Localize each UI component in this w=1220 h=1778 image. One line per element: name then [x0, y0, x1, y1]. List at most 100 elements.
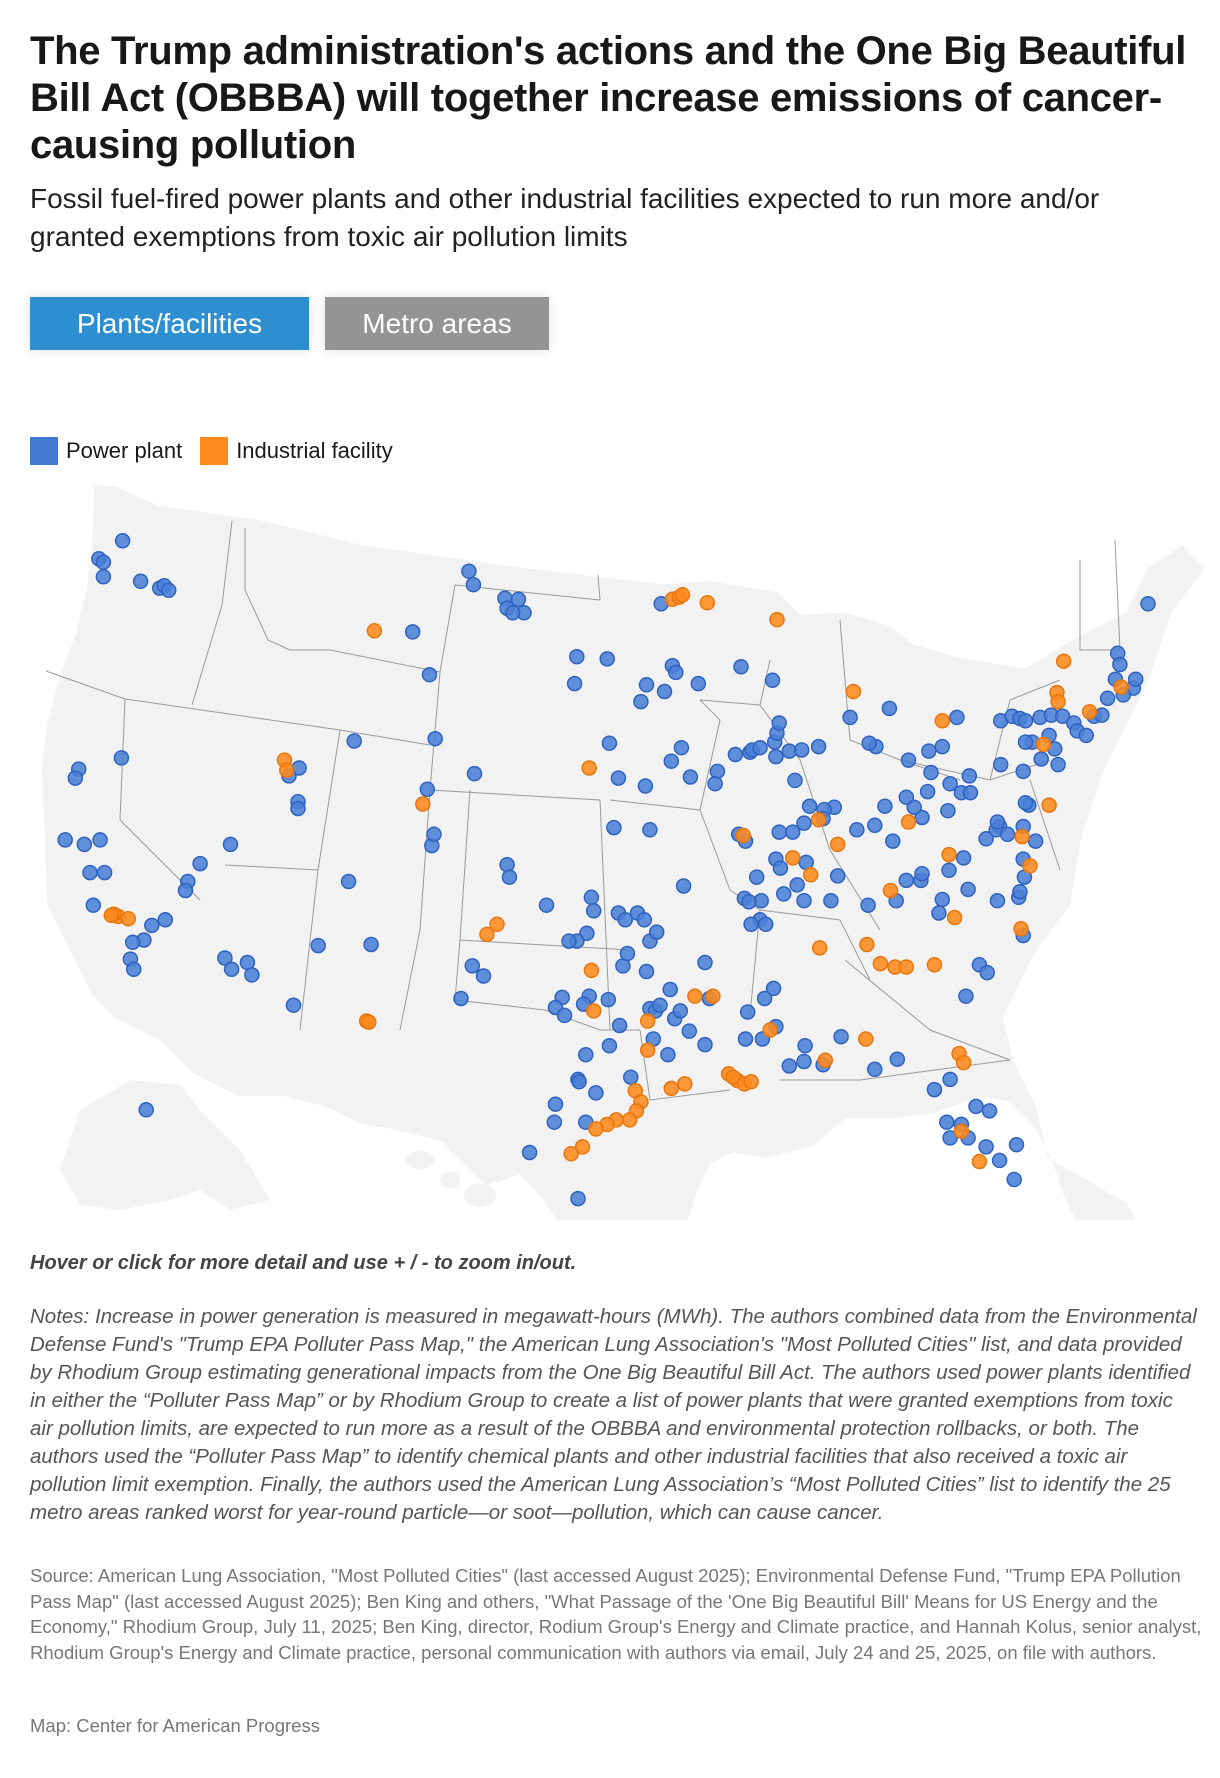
power-plant-marker[interactable]	[57, 832, 73, 848]
power-plant-marker[interactable]	[978, 831, 994, 847]
power-plant-marker[interactable]	[979, 964, 995, 981]
power-plant-marker[interactable]	[768, 748, 784, 765]
industrial-facility-marker[interactable]	[810, 811, 827, 828]
power-plant-marker[interactable]	[867, 817, 883, 834]
power-plant-marker[interactable]	[942, 775, 958, 792]
industrial-facility-marker[interactable]	[811, 940, 828, 956]
power-plant-markers[interactable]	[57, 533, 1156, 1207]
power-plant-marker[interactable]	[611, 1017, 628, 1034]
power-plant-marker[interactable]	[999, 826, 1016, 843]
industrial-facility-marker[interactable]	[1014, 828, 1030, 845]
power-plant-marker[interactable]	[610, 770, 627, 786]
industrial-facility-marker[interactable]	[120, 910, 136, 927]
power-plant-marker[interactable]	[881, 700, 898, 717]
power-plant-marker[interactable]	[1015, 763, 1031, 780]
legend-item-industrial-facility[interactable]: Industrial facility	[200, 437, 393, 465]
industrial-facility-marker[interactable]	[1055, 653, 1072, 669]
power-plant-marker[interactable]	[860, 897, 876, 913]
industrial-facility-marker[interactable]	[674, 587, 691, 603]
power-plant-marker[interactable]	[623, 1069, 639, 1085]
industrial-facility-marker[interactable]	[677, 1076, 693, 1092]
power-plant-marker[interactable]	[601, 1037, 618, 1054]
industrial-facility-marker[interactable]	[743, 1073, 759, 1090]
power-plant-marker[interactable]	[796, 815, 812, 831]
power-plant-marker[interactable]	[521, 1144, 538, 1161]
power-plant-marker[interactable]	[741, 894, 757, 910]
power-plant-marker[interactable]	[464, 958, 481, 974]
industrial-facility-marker[interactable]	[725, 1069, 741, 1085]
industrial-facility-marker[interactable]	[705, 988, 721, 1004]
power-plant-marker[interactable]	[461, 563, 477, 579]
power-plant-marker[interactable]	[823, 892, 839, 909]
power-plant-marker[interactable]	[600, 991, 617, 1008]
tab-metro-areas[interactable]: Metro areas	[325, 297, 549, 350]
power-plant-marker[interactable]	[743, 916, 759, 933]
power-plant-marker[interactable]	[475, 968, 492, 984]
power-plant-marker[interactable]	[926, 1081, 943, 1098]
power-plant-marker[interactable]	[810, 738, 827, 755]
industrial-facility-marker[interactable]	[762, 1022, 778, 1038]
power-plant-marker[interactable]	[675, 878, 692, 894]
industrial-facility-marker[interactable]	[687, 988, 703, 1004]
power-plant-marker[interactable]	[285, 997, 302, 1013]
industrial-facility-marker[interactable]	[934, 713, 951, 729]
power-plant-marker[interactable]	[636, 912, 653, 928]
power-plant-marker[interactable]	[849, 822, 865, 838]
power-plant-marker[interactable]	[138, 1102, 154, 1118]
power-plant-marker[interactable]	[466, 765, 483, 782]
industrial-facility-marker[interactable]	[621, 1112, 638, 1128]
power-plant-marker[interactable]	[132, 573, 149, 590]
tab-plants-facilities[interactable]: Plants/facilities	[30, 297, 309, 350]
industrial-facility-marker[interactable]	[103, 907, 120, 924]
power-plant-marker[interactable]	[842, 709, 858, 726]
industrial-facility-marker[interactable]	[817, 1052, 834, 1069]
power-plant-marker[interactable]	[752, 739, 768, 756]
industrial-facility-marker[interactable]	[926, 957, 943, 973]
power-plant-marker[interactable]	[124, 934, 141, 951]
power-plant-marker[interactable]	[660, 1046, 676, 1063]
power-plant-marker[interactable]	[619, 945, 636, 962]
power-plant-marker[interactable]	[601, 735, 618, 751]
power-plant-marker[interactable]	[547, 1096, 564, 1112]
power-plant-marker[interactable]	[637, 778, 654, 794]
power-plant-marker[interactable]	[781, 1058, 798, 1074]
power-plant-marker[interactable]	[919, 783, 936, 800]
industrial-facility-marker[interactable]	[489, 916, 505, 933]
power-plant-marker[interactable]	[499, 856, 515, 873]
power-plant-marker[interactable]	[829, 868, 846, 884]
power-plant-marker[interactable]	[1017, 795, 1034, 811]
power-plant-marker[interactable]	[652, 997, 668, 1013]
power-plant-marker[interactable]	[668, 664, 684, 681]
power-plant-marker[interactable]	[697, 954, 713, 971]
industrial-facility-marker[interactable]	[900, 814, 917, 830]
industrial-facility-marker[interactable]	[1013, 921, 1029, 937]
us-map[interactable]	[0, 480, 1220, 1220]
power-plant-marker[interactable]	[914, 809, 930, 826]
industrial-facility-marker[interactable]	[1113, 679, 1129, 695]
power-plant-marker[interactable]	[989, 814, 1006, 830]
power-plant-marker[interactable]	[92, 832, 108, 848]
power-plant-marker[interactable]	[789, 877, 805, 893]
power-plant-marker[interactable]	[934, 891, 951, 908]
power-plant-marker[interactable]	[510, 591, 527, 608]
industrial-facility-marker[interactable]	[872, 955, 889, 972]
power-plant-marker[interactable]	[310, 937, 326, 954]
industrial-facility-marker[interactable]	[898, 959, 915, 975]
power-plant-marker[interactable]	[992, 756, 1009, 773]
power-plant-marker[interactable]	[940, 802, 956, 819]
power-plant-marker[interactable]	[144, 917, 160, 934]
industrial-facility-marker[interactable]	[858, 1031, 874, 1047]
industrial-facility-marker[interactable]	[941, 846, 957, 863]
power-plant-marker[interactable]	[931, 905, 947, 921]
power-plant-marker[interactable]	[1127, 671, 1144, 687]
power-plant-marker[interactable]	[662, 981, 678, 998]
power-plant-marker[interactable]	[579, 925, 595, 942]
power-plant-marker[interactable]	[95, 554, 112, 570]
power-plant-marker[interactable]	[739, 1004, 756, 1020]
power-plant-marker[interactable]	[656, 683, 673, 700]
industrial-facility-marker[interactable]	[946, 909, 963, 926]
power-plant-marker[interactable]	[465, 576, 482, 593]
industrial-facility-marker[interactable]	[953, 1123, 970, 1139]
industrial-facility-marker[interactable]	[639, 1042, 656, 1058]
power-plant-marker[interactable]	[538, 897, 555, 913]
